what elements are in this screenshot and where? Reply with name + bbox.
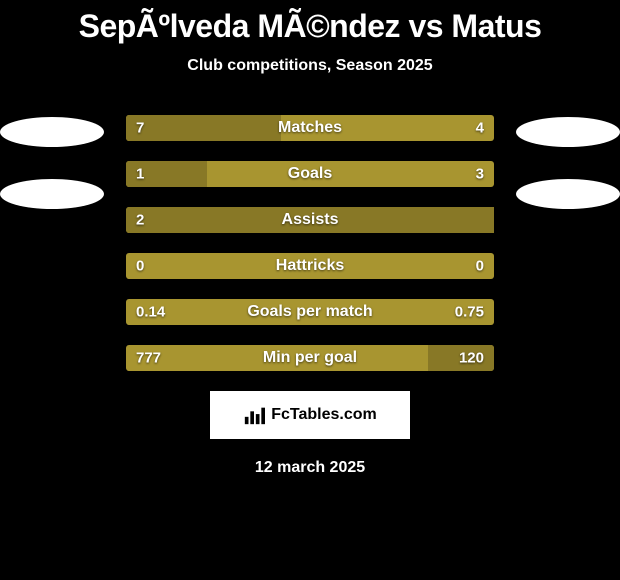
- bar-label: Goals: [288, 165, 332, 183]
- bar-value-left: 777: [136, 350, 161, 367]
- bar-label: Hattricks: [276, 257, 344, 275]
- chart-area: 7 Matches 4 1 Goals 3 2 Assists: [0, 115, 620, 371]
- logo-text: FcTables.com: [271, 406, 377, 424]
- right-oval-2: [516, 179, 620, 209]
- comparison-bars: 7 Matches 4 1 Goals 3 2 Assists: [126, 115, 494, 371]
- bar-row-minpergoal: 777 Min per goal 120: [126, 345, 494, 371]
- bar-row-assists: 2 Assists: [126, 207, 494, 233]
- bar-label: Goals per match: [247, 303, 372, 321]
- bar-value-right: 0.75: [455, 304, 484, 321]
- bar-value-left: 2: [136, 212, 144, 229]
- bar-value-left: 7: [136, 120, 144, 137]
- bar-row-gpm: 0.14 Goals per match 0.75: [126, 299, 494, 325]
- bar-chart-icon: [243, 404, 265, 426]
- bar-label: Matches: [278, 119, 342, 137]
- bar-value-left: 0: [136, 258, 144, 275]
- bar-value-right: 3: [476, 166, 484, 183]
- bar-label: Assists: [282, 211, 339, 229]
- bar-value-right: 4: [476, 120, 484, 137]
- bar-value-left: 0.14: [136, 304, 165, 321]
- bar-fill-left: [126, 115, 281, 141]
- bar-value-left: 1: [136, 166, 144, 183]
- left-ovals: [0, 115, 104, 209]
- right-ovals: [516, 115, 620, 209]
- bar-value-right: 120: [459, 350, 484, 367]
- left-oval-2: [0, 179, 104, 209]
- bar-row-hattricks: 0 Hattricks 0: [126, 253, 494, 279]
- bar-label: Min per goal: [263, 349, 357, 367]
- page-title: SepÃºlveda MÃ©ndez vs Matus: [0, 8, 620, 45]
- left-oval-1: [0, 117, 104, 147]
- bar-value-right: 0: [476, 258, 484, 275]
- right-oval-1: [516, 117, 620, 147]
- bar-row-goals: 1 Goals 3: [126, 161, 494, 187]
- comparison-container: SepÃºlveda MÃ©ndez vs Matus Club competi…: [0, 0, 620, 477]
- bar-row-matches: 7 Matches 4: [126, 115, 494, 141]
- page-subtitle: Club competitions, Season 2025: [0, 57, 620, 75]
- footer-logo[interactable]: FcTables.com: [210, 391, 410, 439]
- footer-date: 12 march 2025: [0, 459, 620, 477]
